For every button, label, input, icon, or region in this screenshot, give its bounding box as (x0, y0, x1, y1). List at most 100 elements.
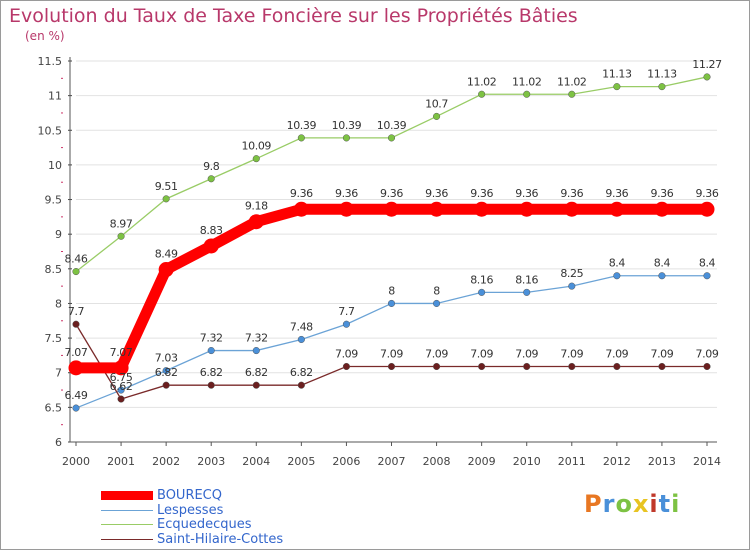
proxiti-logo: Proxiti (584, 490, 680, 518)
logo-letter: t (658, 490, 672, 518)
data-label-saint-hilaire-cottes-2014: 7.09 (696, 347, 719, 360)
data-label-saint-hilaire-cottes-2013: 7.09 (650, 347, 673, 360)
point-ecquedecques-2006 (342, 134, 350, 142)
y-tick-label-10: 10 (48, 159, 62, 172)
legend-swatch-saint-hilaire-cottes (101, 538, 153, 540)
point-ecquedecques-2005 (297, 134, 305, 142)
data-label-bourecq-2013: 9.36 (650, 187, 673, 200)
point-ecquedecques-2003 (207, 175, 215, 183)
y-axis-unit-label: (en %) (25, 29, 65, 43)
data-label-bourecq-2008: 9.36 (425, 187, 448, 200)
data-label-saint-hilaire-cottes-2001: 6.62 (110, 380, 133, 393)
data-label-lespesses-2002: 7.03 (155, 352, 178, 365)
data-label-lespesses-2014: 8.4 (699, 257, 716, 270)
point-ecquedecques-2013 (658, 83, 666, 91)
data-label-ecquedecques-2014: 11.27 (692, 58, 722, 71)
data-label-bourecq-2012: 9.36 (605, 187, 628, 200)
data-label-layer: 7.07 7.07 8.49 8.83 9.18 9.36 9.36 9.36 9.36 9.36… (65, 58, 723, 402)
x-tick-label-2003: 2003 (197, 455, 225, 468)
data-label-lespesses-2008: 8 (433, 284, 440, 297)
point-ecquedecques-2002 (162, 195, 170, 203)
point-saint-hilaire-cottes-2000 (72, 320, 80, 328)
data-label-ecquedecques-2001: 8.97 (110, 217, 133, 230)
point-lespesses-2012 (613, 272, 621, 280)
legend-item-bourecq: BOURECQ (101, 487, 222, 503)
point-lespesses-2002 (162, 367, 170, 375)
x-tick-label-2008: 2008 (423, 455, 451, 468)
data-label-bourecq-2002: 8.49 (155, 248, 178, 261)
point-bourecq-2001 (113, 360, 129, 376)
point-saint-hilaire-cottes-2008 (433, 362, 441, 371)
point-bourecq-2010 (519, 201, 535, 217)
chart-title: Evolution du Taux de Taxe Foncière sur l… (9, 5, 578, 27)
x-tick-label-2004: 2004 (242, 455, 270, 468)
point-ecquedecques-2007 (387, 134, 396, 142)
series-layer (68, 73, 715, 412)
data-label-lespesses-2003: 7.32 (200, 332, 223, 345)
point-bourecq-2007 (384, 201, 399, 217)
point-bourecq-2014 (699, 201, 715, 217)
data-label-lespesses-2000: 6.49 (65, 389, 88, 402)
x-tick-label-2009: 2009 (468, 455, 496, 468)
x-tick-label-2001: 2001 (107, 455, 135, 468)
x-tick-label-2005: 2005 (287, 455, 315, 468)
point-bourecq-2008 (429, 201, 445, 217)
point-lespesses-2000 (72, 404, 80, 412)
data-label-lespesses-2005: 7.48 (290, 320, 313, 333)
x-tick-label-2000: 2000 (62, 455, 90, 468)
data-label-saint-hilaire-cottes-2003: 6.82 (200, 366, 223, 379)
point-ecquedecques-2008 (433, 112, 441, 120)
point-lespesses-2009 (478, 288, 486, 296)
logo-letter: x (632, 490, 650, 518)
legend-label-ecquedecques: Ecquedecques (157, 516, 252, 532)
series-line-ecquedecques (75, 76, 708, 273)
point-saint-hilaire-cottes-2012 (613, 362, 621, 371)
data-label-saint-hilaire-cottes-2005: 6.82 (290, 366, 313, 379)
point-ecquedecques-2001 (117, 232, 125, 240)
legend-label-lespesses: Lespesses (157, 502, 224, 518)
legend-item-saint-hilaire-cottes: Saint-Hilaire-Cottes (101, 531, 283, 547)
point-ecquedecques-2004 (252, 155, 260, 163)
x-tick-label-2010: 2010 (513, 455, 541, 468)
data-label-lespesses-2009: 8.16 (470, 273, 493, 286)
logo-letter: r (602, 490, 616, 518)
y-tick-label-11: 11 (48, 90, 62, 103)
point-bourecq-2011 (564, 201, 580, 217)
logo-letter: o (615, 490, 633, 518)
data-label-saint-hilaire-cottes-2011: 7.09 (560, 347, 583, 360)
y-tick-label-9: 9 (55, 228, 62, 241)
legend-label-saint-hilaire-cottes: Saint-Hilaire-Cottes (157, 531, 284, 547)
data-label-bourecq-2004: 9.18 (245, 200, 268, 213)
data-label-bourecq-2009: 9.36 (470, 187, 493, 200)
data-label-bourecq-2014: 9.36 (696, 187, 719, 200)
data-label-bourecq-2005: 9.36 (290, 187, 313, 200)
logo-letter: P (584, 490, 603, 518)
data-label-saint-hilaire-cottes-2006: 7.09 (335, 347, 358, 360)
data-label-bourecq-2006: 9.36 (335, 187, 358, 200)
point-bourecq-2009 (474, 201, 490, 217)
point-ecquedecques-2010 (523, 90, 531, 98)
legend-label-bourecq: BOURECQ (157, 487, 222, 503)
point-saint-hilaire-cottes-2005 (297, 381, 305, 389)
point-saint-hilaire-cottes-2010 (523, 362, 531, 371)
data-label-lespesses-2010: 8.16 (515, 273, 538, 286)
x-tick-label-2011: 2011 (558, 455, 586, 468)
data-label-ecquedecques-2006: 10.39 (332, 119, 362, 132)
point-ecquedecques-2000 (72, 268, 80, 276)
y-tick-label-9.5: 9.5 (45, 194, 63, 207)
legend-item-ecquedecques: Ecquedecques (101, 516, 252, 532)
data-label-lespesses-2001: 6.75 (110, 371, 133, 384)
legend-swatch-lespesses (101, 509, 153, 511)
point-saint-hilaire-cottes-2003 (207, 381, 215, 389)
x-tick-label-2002: 2002 (152, 455, 180, 468)
point-saint-hilaire-cottes-2011 (568, 362, 576, 371)
point-ecquedecques-2011 (568, 90, 576, 98)
data-label-lespesses-2011: 8.25 (560, 267, 583, 280)
data-label-bourecq-2011: 9.36 (560, 187, 583, 200)
data-label-ecquedecques-2012: 11.13 (602, 68, 632, 81)
data-label-ecquedecques-2007: 10.39 (377, 119, 407, 132)
data-label-ecquedecques-2008: 10.7 (425, 97, 448, 110)
point-lespesses-2011 (568, 282, 576, 290)
point-bourecq-2012 (609, 201, 625, 217)
